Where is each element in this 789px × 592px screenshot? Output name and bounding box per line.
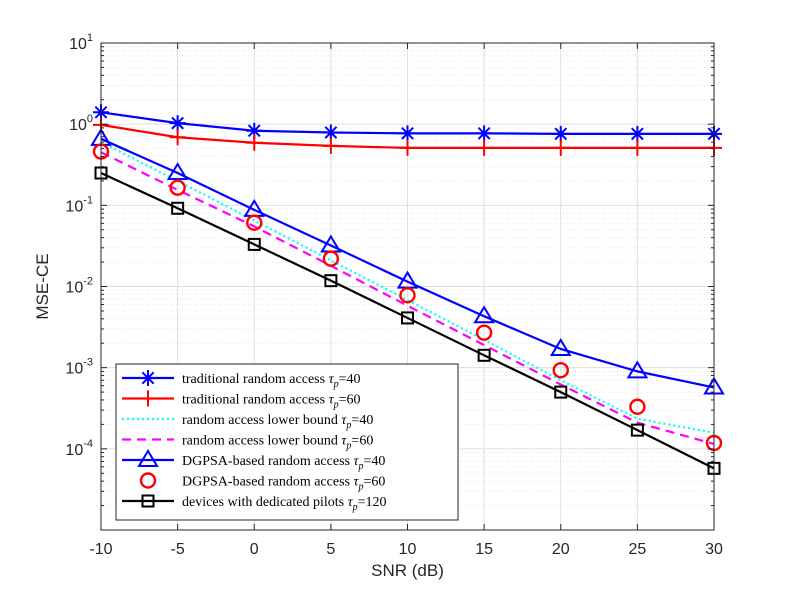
legend-marker	[137, 449, 159, 467]
data-point	[552, 125, 569, 142]
data-point	[246, 122, 263, 139]
series-2	[93, 116, 722, 156]
legend-entry: DGPSA-based random access τp=60	[139, 472, 385, 493]
x-tick-label: -10	[89, 541, 112, 558]
legend-entry: DGPSA-based random access τp=40	[122, 449, 385, 472]
legend-box	[115, 363, 459, 521]
y-axis-label: MSE-CE	[33, 253, 52, 319]
series-line	[100, 172, 715, 470]
data-point	[322, 137, 339, 154]
legend-marker	[139, 472, 157, 489]
data-point	[473, 305, 495, 324]
data-point	[552, 139, 569, 156]
data-point	[399, 287, 416, 304]
x-tick-label: 30	[705, 541, 723, 558]
x-tick-label: 20	[552, 541, 570, 558]
data-point	[322, 250, 340, 267]
y-tick-label: 101	[69, 32, 93, 53]
x-tick-label: 25	[628, 541, 646, 558]
legend: traditional random access τp=40 tradition…	[115, 363, 459, 521]
data-point	[169, 179, 186, 196]
data-point	[626, 360, 649, 379]
legend-entry: traditional random access τp=40	[122, 370, 360, 390]
data-point	[324, 274, 338, 288]
y-tick-label: 100	[69, 113, 93, 134]
x-tick-label: 10	[399, 541, 417, 558]
legend-marker	[140, 370, 156, 386]
data-point	[552, 362, 569, 379]
y-tick-label: 10-1	[65, 194, 93, 215]
data-point	[549, 338, 572, 356]
y-tick-label: 10-2	[65, 276, 93, 297]
data-point	[399, 125, 416, 142]
x-tick-label: 15	[475, 541, 493, 558]
data-point	[246, 134, 263, 151]
data-point	[246, 214, 263, 231]
data-point	[629, 139, 646, 156]
legend-label: DGPSA-based random access τp=60	[182, 475, 385, 493]
series-6	[92, 143, 723, 452]
legend-label: DGPSA-based random access τp=40	[182, 454, 385, 472]
data-point	[322, 124, 339, 141]
legend-label: random access lower bound τp=40	[182, 413, 373, 431]
x-tick-label: 5	[326, 541, 335, 558]
data-point	[169, 115, 186, 132]
data-point	[629, 398, 646, 415]
data-point	[399, 139, 416, 156]
data-point	[630, 423, 644, 437]
x-tick-label: -5	[171, 541, 185, 558]
series-line	[100, 151, 715, 445]
legend-entry: traditional random access τp=60	[122, 390, 360, 411]
x-axis-label: SNR (dB)	[371, 561, 444, 580]
data-point	[166, 162, 189, 181]
legend-label: random access lower bound τp=60	[182, 434, 373, 452]
series-line	[100, 137, 715, 389]
data-point	[476, 125, 493, 142]
data-point	[401, 311, 414, 325]
y-tick-label: 10-4	[65, 438, 93, 459]
legend-label: traditional random access τp=60	[182, 393, 360, 411]
data-point	[171, 201, 185, 215]
data-point	[247, 237, 261, 251]
legend-marker	[141, 494, 155, 508]
data-point	[475, 324, 493, 341]
plot-area	[90, 104, 725, 475]
legend-label: traditional random access τp=40	[182, 372, 360, 390]
y-tick-label: 10-3	[65, 357, 93, 378]
legend-entry: devices with dedicated pilots τp=120	[122, 494, 387, 513]
series-4	[100, 151, 715, 445]
x-tick-label: 0	[250, 541, 259, 558]
legend-entry: random access lower bound τp=60	[122, 434, 373, 452]
legend-marker	[140, 390, 156, 407]
data-point	[169, 129, 186, 146]
data-point	[476, 139, 493, 156]
legend-label: devices with dedicated pilots τp=120	[182, 495, 387, 513]
data-point	[629, 125, 646, 142]
data-point	[477, 348, 491, 362]
legend-entry: random access lower bound τp=40	[122, 413, 373, 431]
data-point	[554, 385, 568, 399]
